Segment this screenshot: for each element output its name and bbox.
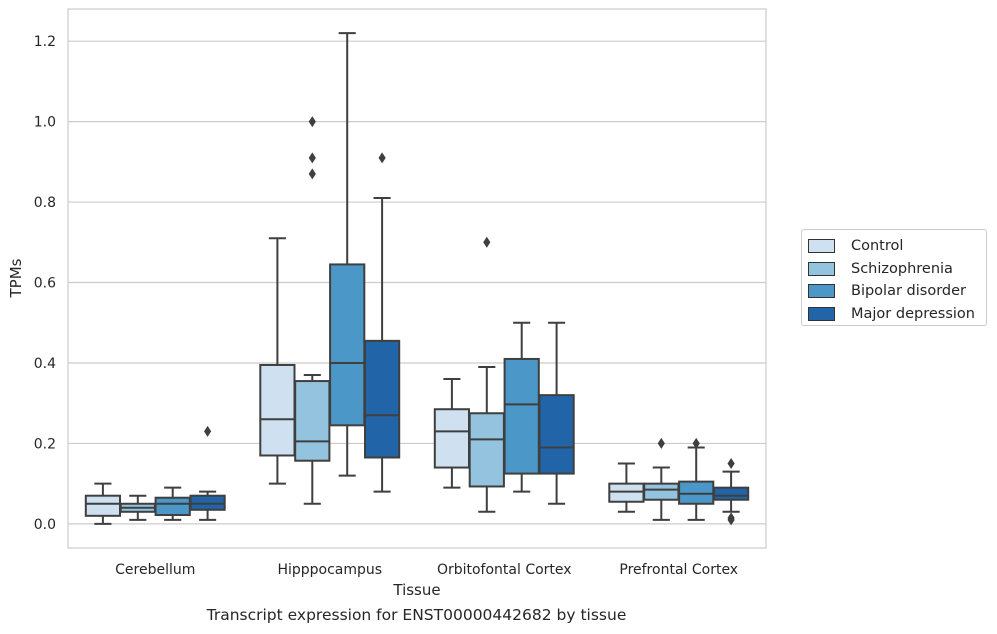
box-body (84, 494, 122, 517)
legend-label-schizophrenia: Schizophrenia (851, 260, 953, 277)
outlier-point (727, 512, 735, 524)
legend-swatch-bipolar-disorder (808, 284, 835, 299)
boxes (84, 32, 750, 526)
box-orbitofontal-cortex-control (433, 378, 471, 489)
x-tick-label: Prefrontal Cortex (619, 562, 738, 578)
outlier-point (483, 236, 491, 248)
outlier-point (657, 437, 665, 449)
legend-swatch-control (808, 239, 835, 254)
legend-item-schizophrenia: Schizophrenia (808, 258, 986, 281)
box-cerebellum-bipolar-disorder (154, 486, 191, 521)
x-tick-label: Cerebellum (115, 562, 195, 578)
legend-item-bipolar-disorder: Bipolar disorder (808, 280, 986, 303)
box-body (363, 339, 401, 459)
legend-swatch-schizophrenia (808, 261, 835, 276)
legend-label-control: Control (851, 238, 904, 255)
x-axis-label: Tissue (392, 581, 440, 599)
box-body (189, 494, 226, 511)
legend-label-major-depression: Major depression (851, 305, 975, 322)
box-prefrontal-cortex-bipolar-disorder (678, 437, 715, 521)
box-body (294, 380, 331, 462)
box-prefrontal-cortex-schizophrenia (643, 437, 680, 521)
y-tick-label: 0.6 (34, 276, 56, 292)
box-body (259, 363, 296, 457)
x-tick-label: Orbitofontal Cortex (437, 562, 572, 578)
box-body (678, 480, 715, 505)
grid-lines (68, 40, 766, 525)
box-body (154, 496, 191, 517)
outlier-point (204, 425, 212, 437)
plot-area-frame (67, 8, 767, 549)
box-body (712, 486, 750, 501)
outlier-point (727, 458, 735, 470)
y-tick-label: 1.0 (34, 115, 56, 131)
box-hipppocampus-major-depression (363, 152, 401, 493)
box-prefrontal-cortex-control (608, 462, 645, 513)
y-tick-label: 0.4 (34, 356, 56, 372)
box-hipppocampus-bipolar-disorder (329, 32, 366, 477)
box-cerebellum-schizophrenia (119, 494, 156, 521)
legend: Control Schizophrenia Bipolar disorder M… (801, 229, 987, 326)
box-body (608, 482, 645, 503)
y-tick-label: 0.8 (34, 195, 56, 211)
box-body (329, 263, 366, 427)
legend-swatch-major-depression (808, 306, 835, 321)
outlier-point (308, 152, 316, 164)
box-prefrontal-cortex-major-depression (712, 458, 750, 526)
box-cerebellum-control (84, 482, 122, 525)
box-body (643, 482, 680, 501)
outlier-point (308, 116, 316, 128)
box-body (538, 394, 575, 475)
x-tick-labels: Cerebellum Hipppocampus Orbitofontal Corte… (115, 562, 738, 578)
box-hipppocampus-schizophrenia (294, 116, 331, 505)
outlier-point (378, 152, 386, 164)
x-tick-label: Hipppocampus (277, 562, 382, 578)
box-body (468, 412, 505, 488)
outlier-point (308, 168, 316, 180)
box-body (433, 408, 471, 469)
box-hipppocampus-control (259, 237, 296, 485)
box-cerebellum-major-depression (189, 425, 226, 521)
box-orbitofontal-cortex-schizophrenia (468, 236, 505, 513)
y-tick-label: 0.2 (34, 436, 56, 452)
y-tick-label: 1.2 (34, 34, 56, 50)
legend-label-bipolar-disorder: Bipolar disorder (851, 283, 966, 300)
legend-item-control: Control (808, 235, 986, 258)
y-tick-label: 0.0 (34, 517, 56, 533)
y-axis-label: TPMs (7, 258, 25, 298)
y-tick-labels: 0.0 0.2 0.4 0.6 0.8 1.0 1.2 (34, 34, 56, 533)
box-body (503, 357, 540, 475)
legend-item-major-depression: Major depression (808, 303, 986, 326)
outlier-point (692, 437, 700, 449)
box-orbitofontal-cortex-major-depression (538, 321, 575, 505)
chart-title: Transcript expression for ENST0000044268… (206, 606, 627, 624)
box-orbitofontal-cortex-bipolar-disorder (503, 321, 540, 493)
